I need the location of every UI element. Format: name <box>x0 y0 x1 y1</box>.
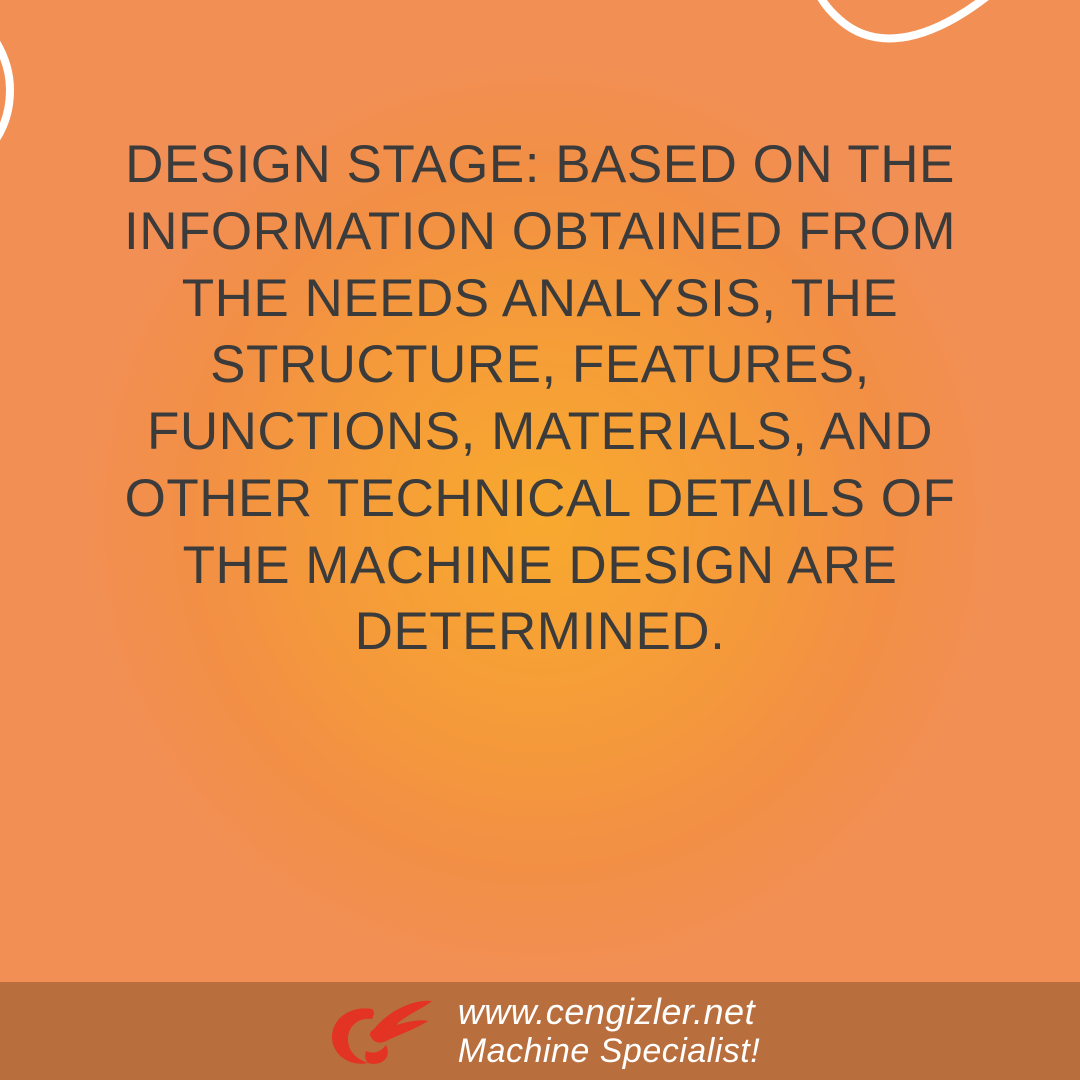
footer-url[interactable]: www.cengizler.net <box>458 992 760 1032</box>
infographic-canvas: Design stage: Based on the information o… <box>0 0 1080 1080</box>
squiggle-path-right <box>814 0 1080 38</box>
brand-logo <box>320 991 440 1071</box>
main-body-text: Design stage: Based on the information o… <box>90 132 990 666</box>
footer-text-block: www.cengizler.net Machine Specialist! <box>458 992 760 1070</box>
footer-tagline: Machine Specialist! <box>458 1032 760 1070</box>
logo-icon <box>320 991 440 1071</box>
footer-bar: www.cengizler.net Machine Specialist! <box>0 982 1080 1080</box>
logo-glyph <box>332 1001 432 1064</box>
